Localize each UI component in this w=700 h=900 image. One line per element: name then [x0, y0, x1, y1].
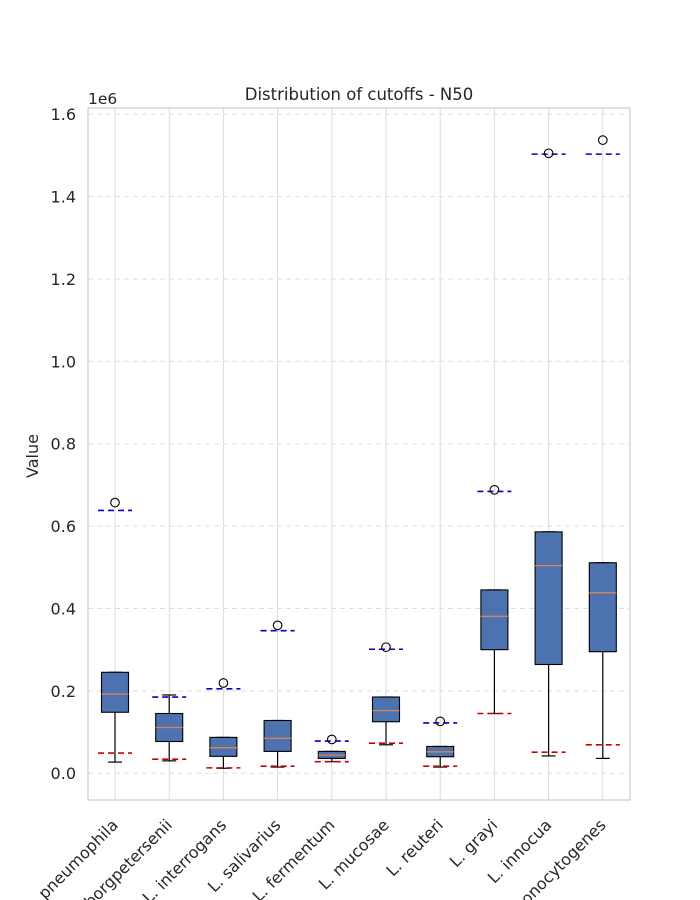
- box: [263, 719, 292, 752]
- box: [534, 531, 563, 666]
- y-tick-label: 0.0: [51, 764, 76, 783]
- box-group: [585, 135, 620, 759]
- x-tick-label: L. grayi: [446, 815, 502, 871]
- y-tick-label: 0.2: [51, 682, 76, 701]
- box-group: [152, 694, 187, 762]
- y-tick-label: 1.6: [51, 105, 76, 124]
- y-tick-label: 1.0: [51, 352, 76, 371]
- outlier-point: [110, 497, 120, 508]
- y-tick-label: 0.8: [51, 435, 76, 454]
- y-tick-label: 0.4: [51, 599, 76, 618]
- box-group: [477, 484, 512, 715]
- box: [209, 736, 238, 757]
- y-tick-label: 0.6: [51, 517, 76, 536]
- plot-frame: [87, 107, 631, 801]
- outlier-point: [272, 620, 283, 631]
- outlier-point: [543, 148, 554, 159]
- y-axis-ticks: 0.0 0.2 0.4 0.6 0.8 1.0 1.2 1.4 1.6: [51, 105, 76, 783]
- box: [588, 562, 617, 653]
- box: [100, 671, 130, 713]
- box-group: [314, 734, 349, 763]
- y-tick-label: 1.4: [51, 188, 76, 207]
- box: [480, 589, 509, 651]
- y-tick-label: 1.2: [51, 270, 76, 289]
- box-group: [260, 620, 295, 768]
- outlier-point: [597, 135, 608, 145]
- y-offset-label: 1e6: [88, 90, 117, 108]
- boxes: [98, 135, 620, 769]
- outlier-point: [435, 716, 446, 727]
- box-group: [369, 642, 403, 746]
- outlier-point: [218, 678, 229, 688]
- box-group: [531, 148, 566, 757]
- grid: [88, 108, 630, 800]
- outlier-point: [489, 484, 500, 495]
- y-axis-label: Value: [23, 434, 42, 478]
- box: [371, 696, 401, 723]
- box-group: [98, 497, 132, 763]
- box-group: [206, 678, 241, 769]
- x-tick-label: L. reuteri: [382, 815, 447, 880]
- outlier-point: [381, 642, 391, 653]
- outlier-point: [326, 734, 337, 745]
- chart-title: Distribution of cutoffs - N50: [245, 85, 474, 104]
- box-group: [423, 716, 458, 768]
